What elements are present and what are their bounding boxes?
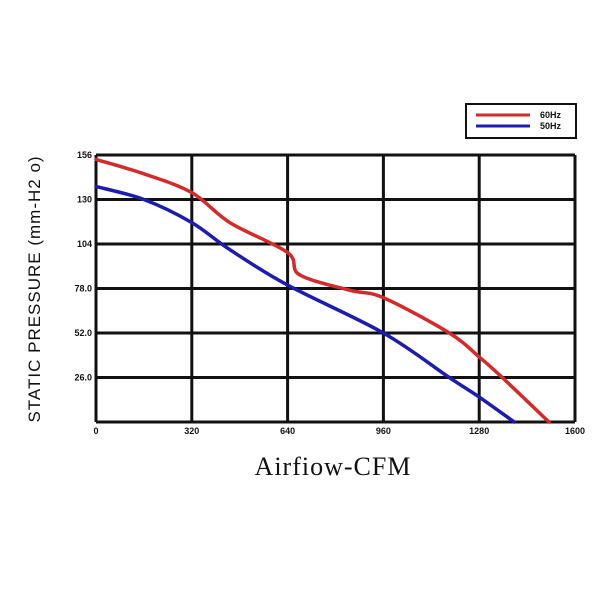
x-tick-label: 640 (280, 426, 295, 436)
legend-box (465, 103, 577, 139)
grid (94, 153, 577, 424)
x-tick-label: 0 (93, 426, 98, 436)
legend-label: 60Hz (540, 110, 562, 120)
y-tick-label: 104 (77, 239, 92, 249)
curves (94, 157, 551, 424)
x-tick-label: 1280 (469, 426, 489, 436)
y-tick-label: 130 (77, 195, 92, 205)
y-axis-label: STATIC PRESSURE (mm-H2 o) (25, 155, 44, 422)
x-tick-label: 1600 (565, 426, 585, 436)
series-line-60hz (94, 157, 551, 424)
x-tick-labels: 0 320 640 960 1280 1600 (93, 426, 585, 436)
y-tick-label: 78.0 (74, 284, 92, 294)
x-axis-label: Airfiow-CFM (255, 452, 412, 481)
series-line-50hz (94, 184, 516, 424)
legend-label: 50Hz (540, 121, 562, 131)
y-tick-label: 26.0 (74, 373, 92, 383)
y-tick-label: 156 (77, 150, 92, 160)
y-tick-label: 52.0 (74, 328, 92, 338)
x-tick-label: 320 (184, 426, 199, 436)
y-tick-labels: 156 130 104 78.0 52.0 26.0 (74, 150, 92, 383)
x-tick-label: 960 (376, 426, 391, 436)
